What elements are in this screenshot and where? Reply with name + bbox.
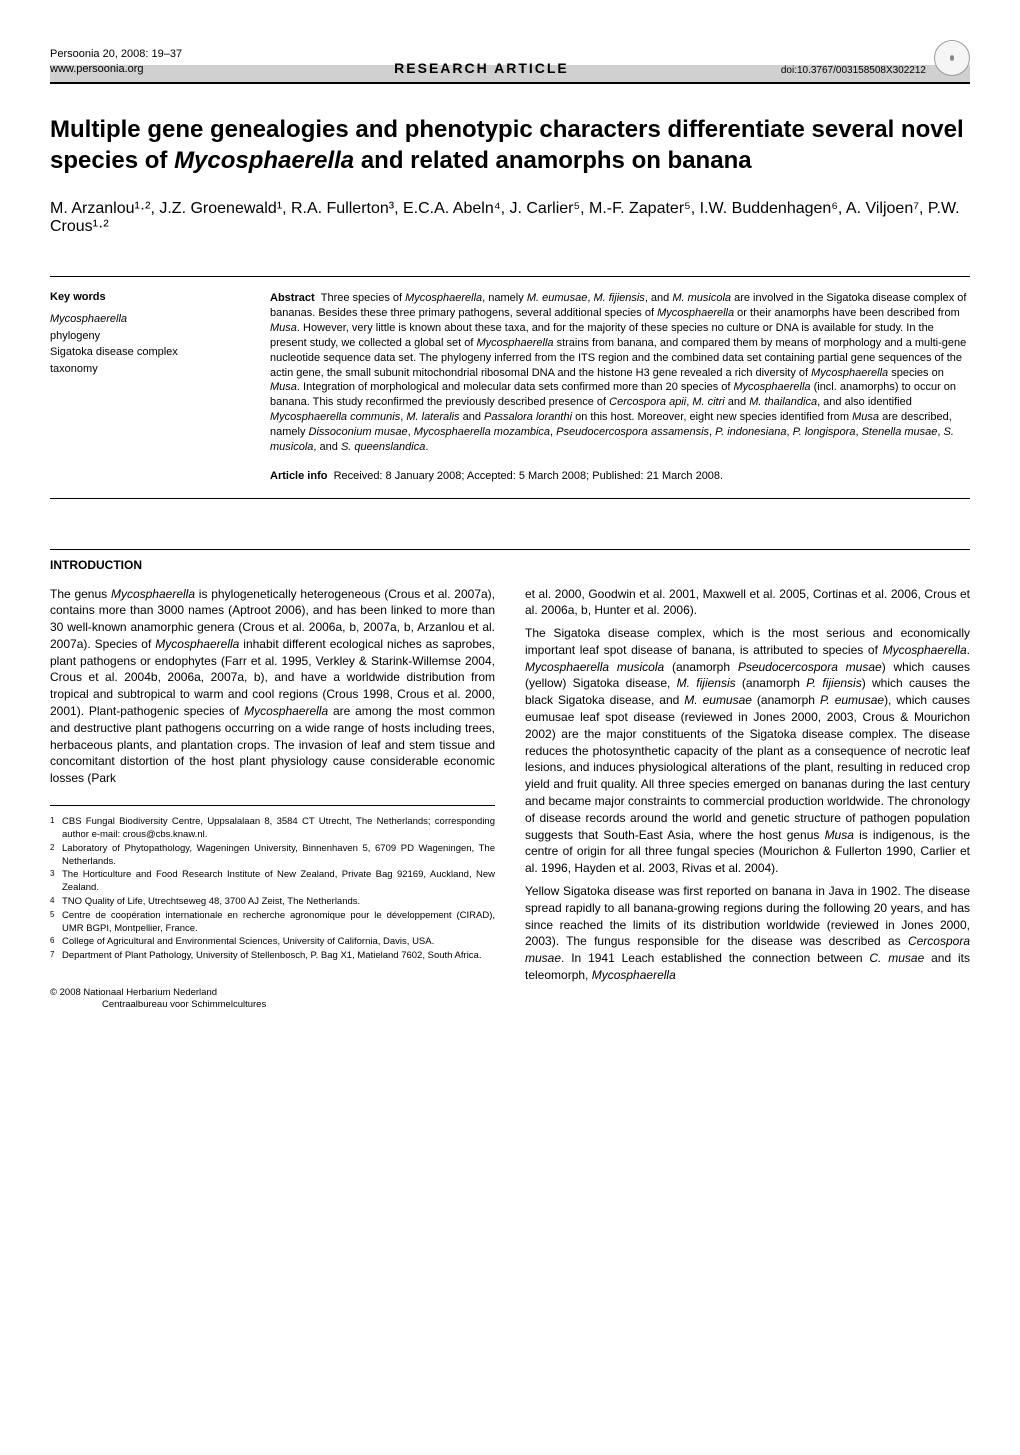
- affiliation-number: 5: [50, 910, 58, 936]
- affiliation-number: 6: [50, 936, 58, 949]
- affiliation-text: The Horticulture and Food Research Insti…: [62, 869, 495, 895]
- affiliation-text: Laboratory of Phytopathology, Wageningen…: [62, 843, 495, 869]
- intro-paragraph-1: The genus Mycosphaerella is phylogenetic…: [50, 586, 495, 788]
- affiliation-text: TNO Quality of Life, Utrechtseweg 48, 37…: [62, 896, 360, 909]
- affiliation-number: 7: [50, 950, 58, 963]
- author-list: M. Arzanlou¹·², J.Z. Groenewald¹, R.A. F…: [50, 200, 970, 236]
- article-info: Article info Received: 8 January 2008; A…: [270, 469, 970, 484]
- abstract-block: Abstract Three species of Mycosphaerella…: [270, 291, 970, 483]
- affiliation-row: 3The Horticulture and Food Research Inst…: [50, 869, 495, 895]
- keyword-item: Sigatoka disease complex: [50, 344, 230, 361]
- title-post: and related anamorphs on banana: [354, 147, 751, 174]
- abstract-text: Abstract Three species of Mycosphaerella…: [270, 291, 970, 454]
- affiliation-row: 1CBS Fungal Biodiversity Centre, Uppsala…: [50, 816, 495, 842]
- keywords-block: Key words MycosphaerellaphylogenySigatok…: [50, 291, 230, 483]
- affiliation-number: 3: [50, 869, 58, 895]
- article-info-text: Received: 8 January 2008; Accepted: 5 Ma…: [334, 470, 724, 482]
- title-italic: Mycosphaerella: [174, 147, 354, 174]
- column-left: The genus Mycosphaerella is phylogenetic…: [50, 586, 495, 1012]
- journal-citation: Persoonia 20, 2008: 19–37: [50, 47, 182, 61]
- copyright-block: © 2008 Nationaal Herbarium Nederland Cen…: [50, 987, 495, 1012]
- abstract-body: Three species of Mycosphaerella, namely …: [270, 292, 966, 452]
- column-right: et al. 2000, Goodwin et al. 2001, Maxwel…: [525, 586, 970, 1012]
- page-header: Persoonia 20, 2008: 19–37 www.persoonia.…: [50, 40, 970, 84]
- section-label: RESEARCH ARTICLE: [394, 60, 569, 80]
- affiliation-number: 4: [50, 896, 58, 909]
- affiliation-row: 6 College of Agricultural and Environment…: [50, 936, 495, 949]
- meta-box: Key words MycosphaerellaphylogenySigatok…: [50, 276, 970, 498]
- intro-paragraph-3: Yellow Sigatoka disease was first report…: [525, 883, 970, 984]
- affiliation-text: CBS Fungal Biodiversity Centre, Uppsalal…: [62, 816, 495, 842]
- keyword-item: phylogeny: [50, 328, 230, 345]
- article-info-label: Article info: [270, 470, 327, 482]
- keyword-item: Mycosphaerella: [50, 311, 230, 328]
- keyword-item: taxonomy: [50, 361, 230, 378]
- header-right: doi:10.3767/003158508X302212: [781, 40, 970, 80]
- affiliation-text: College of Agricultural and Environmenta…: [62, 936, 434, 949]
- affiliation-number: 2: [50, 843, 58, 869]
- abstract-label: Abstract: [270, 292, 315, 304]
- affiliations-block: 1CBS Fungal Biodiversity Centre, Uppsala…: [50, 805, 495, 963]
- affiliation-text: Department of Plant Pathology, Universit…: [62, 950, 481, 963]
- affiliation-row: 7 Department of Plant Pathology, Universi…: [50, 950, 495, 963]
- introduction-heading: INTRODUCTION: [50, 549, 970, 572]
- copyright-line-1: © 2008 Nationaal Herbarium Nederland: [50, 987, 495, 999]
- journal-logo-icon: [934, 40, 970, 76]
- journal-website: www.persoonia.org: [50, 62, 182, 76]
- affiliation-number: 1: [50, 816, 58, 842]
- affiliation-row: 4 TNO Quality of Life, Utrechtseweg 48, 3…: [50, 896, 495, 909]
- keywords-heading: Key words: [50, 291, 230, 303]
- article-title: Multiple gene genealogies and phenotypic…: [50, 114, 970, 176]
- copyright-line-2: Centraalbureau voor Schimmelcultures: [50, 999, 495, 1011]
- intro-paragraph-1-cont: et al. 2000, Goodwin et al. 2001, Maxwel…: [525, 586, 970, 620]
- intro-paragraph-2: The Sigatoka disease complex, which is t…: [525, 625, 970, 877]
- body-columns: The genus Mycosphaerella is phylogenetic…: [50, 586, 970, 1012]
- affiliation-text: Centre de coopération internationale en …: [62, 910, 495, 936]
- keywords-list: MycosphaerellaphylogenySigatoka disease …: [50, 311, 230, 377]
- journal-info: Persoonia 20, 2008: 19–37 www.persoonia.…: [50, 47, 182, 80]
- doi-text: doi:10.3767/003158508X302212: [781, 65, 926, 76]
- affiliation-row: 5Centre de coopération internationale en…: [50, 910, 495, 936]
- affiliation-row: 2Laboratory of Phytopathology, Wageninge…: [50, 843, 495, 869]
